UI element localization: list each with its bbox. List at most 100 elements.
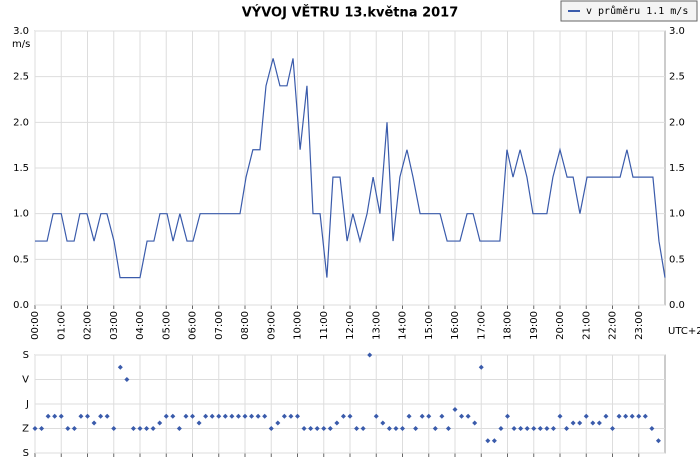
x-axis-label: UTC+2 — [668, 326, 700, 337]
direction-point — [327, 426, 333, 431]
wind-line — [35, 58, 666, 279]
direction-point — [478, 364, 484, 370]
direction-point — [629, 413, 635, 419]
direction-point — [413, 426, 419, 431]
direction-point — [649, 426, 655, 431]
direction-point — [544, 426, 550, 431]
direction-point — [209, 413, 215, 419]
y-tick-label-right: 0.0 — [669, 300, 685, 311]
direction-point — [452, 406, 458, 412]
x-tick-label: 12:00 — [345, 311, 356, 340]
direction-point — [505, 413, 510, 419]
direction-point — [39, 426, 45, 431]
y-tick-label: Z — [22, 424, 29, 435]
y-tick-label: 2.0 — [13, 117, 29, 128]
direction-point — [419, 413, 425, 419]
x-tick-label: 04:00 — [135, 311, 146, 340]
direction-point — [229, 413, 235, 419]
direction-point — [321, 426, 327, 431]
direction-point — [373, 413, 379, 419]
direction-point — [176, 426, 182, 431]
direction-point — [577, 420, 583, 426]
direction-point — [347, 413, 353, 419]
x-tick-label: 19:00 — [529, 311, 540, 340]
x-tick-label: 13:00 — [371, 311, 382, 340]
direction-point — [426, 413, 432, 419]
direction-point — [268, 426, 274, 431]
direction-point — [157, 420, 163, 426]
direction-point — [432, 426, 438, 431]
direction-point — [78, 413, 84, 419]
x-tick-label: 10:00 — [293, 311, 304, 340]
y-tick-label: 0.0 — [13, 300, 29, 311]
direction-point — [386, 426, 392, 431]
y-axis-label: m/s — [12, 39, 30, 50]
y-tick-label: 3.0 — [13, 26, 29, 37]
direction-point — [91, 420, 97, 426]
direction-point — [235, 413, 241, 419]
direction-point — [406, 413, 412, 419]
direction-point — [137, 426, 143, 431]
direction-point — [124, 377, 130, 382]
direction-point — [354, 426, 360, 431]
direction-point — [52, 413, 58, 419]
direction-point — [45, 413, 51, 419]
y-tick-label: V — [22, 375, 29, 386]
direction-point — [190, 413, 195, 419]
y-tick-label: 1.0 — [13, 209, 29, 220]
direction-point — [117, 364, 123, 370]
y-tick-label: J — [25, 399, 29, 410]
direction-point — [616, 413, 622, 419]
x-tick-label: 09:00 — [266, 311, 277, 340]
direction-point — [130, 426, 136, 431]
direction-point — [445, 426, 451, 431]
direction-point — [281, 413, 287, 419]
y-tick-label: S — [23, 448, 29, 459]
x-tick-label: 23:00 — [634, 311, 645, 340]
x-tick-label: 17:00 — [476, 311, 487, 340]
direction-point — [65, 426, 71, 431]
direction-point — [623, 413, 629, 419]
x-tick-label: 15:00 — [424, 311, 435, 340]
direction-point — [222, 413, 228, 419]
x-tick-label: 07:00 — [214, 311, 225, 340]
direction-point — [642, 413, 648, 419]
direction-point — [498, 426, 504, 431]
direction-point — [275, 420, 281, 426]
direction-point — [196, 420, 202, 426]
legend-box — [560, 0, 698, 22]
direction-point — [380, 420, 386, 426]
direction-point — [439, 413, 445, 419]
x-tick-label: 14:00 — [398, 311, 409, 340]
y-tick-label: S — [23, 350, 29, 361]
direction-point — [459, 413, 465, 419]
direction-point — [111, 426, 117, 431]
direction-point — [85, 413, 90, 419]
direction-point — [610, 426, 615, 431]
direction-point — [583, 413, 589, 419]
x-tick-label: 20:00 — [555, 311, 566, 340]
direction-point — [104, 413, 110, 419]
direction-point — [393, 426, 399, 431]
x-tick-label: 06:00 — [188, 311, 199, 340]
direction-point — [98, 413, 104, 419]
y-tick-label-right: 1.0 — [669, 209, 685, 220]
direction-point — [242, 413, 248, 419]
direction-point — [360, 426, 366, 431]
direction-point — [531, 426, 537, 431]
direction-point — [636, 413, 642, 419]
direction-point — [58, 413, 64, 419]
chart-title: VÝVOJ VĚTRU 13.května 2017 — [242, 5, 459, 21]
y-tick-label-right: 1.5 — [669, 163, 685, 174]
direction-point — [590, 420, 596, 426]
y-tick-label-right: 3.0 — [669, 26, 685, 37]
direction-point — [301, 426, 307, 431]
direction-point — [150, 426, 156, 431]
x-tick-label: 00:00 — [30, 311, 41, 340]
direction-point — [537, 426, 543, 431]
y-tick-label-right: 2.5 — [669, 72, 685, 83]
direction-point — [308, 426, 314, 431]
x-tick-label: 16:00 — [450, 311, 461, 340]
direction-point — [170, 413, 176, 419]
